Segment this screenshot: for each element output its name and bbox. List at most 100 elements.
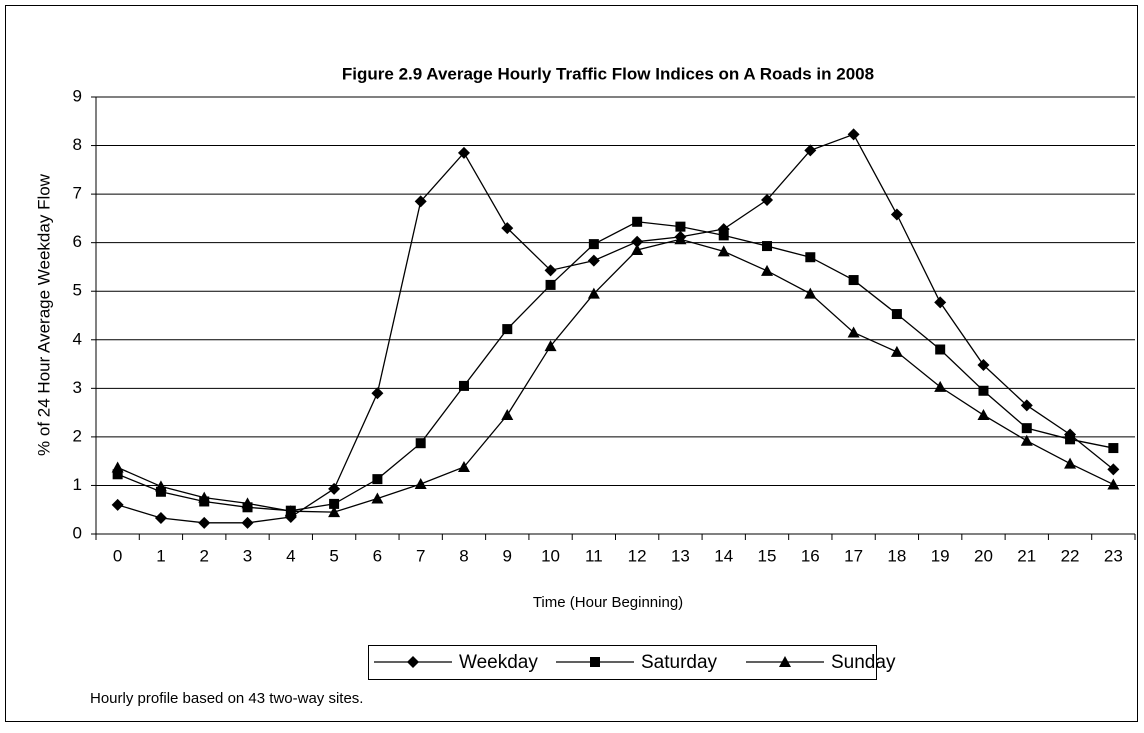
data-point [241, 497, 254, 509]
x-tick-label: 18 [887, 546, 906, 565]
data-point [1020, 399, 1033, 412]
x-tick-label: 4 [286, 546, 295, 565]
data-point [718, 230, 729, 241]
data-point [372, 474, 383, 485]
x-tick-label: 1 [156, 546, 165, 565]
x-tick-label: 2 [199, 546, 208, 565]
data-point [501, 409, 514, 421]
x-tick-label: 21 [1017, 546, 1036, 565]
y-tick-label: 5 [73, 281, 82, 300]
data-point [415, 438, 426, 449]
y-tick-label: 2 [73, 426, 82, 445]
y-tick-label: 1 [73, 475, 82, 494]
data-point [458, 380, 469, 391]
data-point [544, 264, 557, 277]
data-point [198, 516, 211, 529]
data-point [935, 344, 946, 355]
data-point [631, 235, 644, 248]
data-point [934, 380, 947, 392]
x-tick-label: 6 [373, 546, 382, 565]
x-tick-label: 8 [459, 546, 468, 565]
data-point [502, 324, 513, 335]
data-point [805, 252, 816, 263]
data-point [198, 491, 211, 503]
data-point [891, 309, 902, 320]
data-point [847, 326, 860, 338]
chart-title: Figure 2.9 Average Hourly Traffic Flow I… [342, 64, 874, 83]
data-point [328, 506, 341, 518]
data-point [717, 245, 730, 257]
x-tick-label: 11 [585, 546, 603, 565]
data-point [457, 146, 470, 159]
data-point [284, 505, 297, 517]
data-point [977, 359, 990, 372]
data-point [1065, 434, 1076, 445]
x-tick-label: 3 [243, 546, 252, 565]
x-tick-label: 20 [974, 546, 993, 565]
y-tick-label: 9 [73, 86, 82, 105]
legend-label: Weekday [459, 652, 538, 673]
x-tick-label: 17 [844, 546, 863, 565]
x-tick-label: 23 [1104, 546, 1123, 565]
y-tick-label: 4 [73, 329, 82, 348]
chart-border [5, 5, 1138, 722]
data-point [804, 144, 817, 157]
x-tick-label: 14 [714, 546, 733, 565]
y-tick-label: 8 [73, 135, 82, 154]
data-point [890, 208, 903, 221]
data-point [457, 460, 470, 472]
data-point [848, 275, 859, 286]
data-point [371, 387, 384, 400]
data-point [977, 409, 990, 421]
data-point [631, 243, 644, 255]
legend-marker [407, 656, 419, 668]
data-point [414, 477, 427, 489]
data-point [804, 287, 817, 299]
x-tick-label: 10 [541, 546, 560, 565]
data-point [587, 287, 600, 299]
data-point [934, 296, 947, 309]
data-point [675, 221, 686, 232]
data-point [545, 279, 556, 290]
data-point [890, 345, 903, 357]
x-tick-label: 9 [503, 546, 512, 565]
y-tick-label: 7 [73, 184, 82, 203]
data-point [154, 480, 167, 492]
data-point [1107, 478, 1120, 490]
data-point [1107, 463, 1120, 476]
legend-label: Saturday [641, 652, 718, 673]
data-point [632, 216, 643, 227]
x-tick-label: 12 [628, 546, 647, 565]
data-point [111, 498, 124, 511]
y-tick-label: 6 [73, 232, 82, 251]
data-point [762, 241, 773, 252]
data-point [1020, 434, 1033, 446]
data-point [154, 511, 167, 524]
data-point [978, 385, 989, 396]
x-tick-label: 19 [931, 546, 950, 565]
data-point [371, 492, 384, 504]
data-point [328, 482, 341, 495]
x-tick-label: 7 [416, 546, 425, 565]
data-point [155, 486, 166, 497]
legend-marker [779, 656, 791, 667]
x-tick-label: 5 [329, 546, 338, 565]
data-point [329, 498, 340, 509]
data-point [1021, 423, 1032, 434]
data-point [1064, 457, 1077, 469]
footnote: Hourly profile based on 43 two-way sites… [90, 690, 363, 707]
x-tick-label: 16 [801, 546, 820, 565]
data-point [587, 254, 600, 267]
data-point [674, 233, 687, 245]
data-point [1108, 443, 1119, 454]
x-tick-label: 0 [113, 546, 122, 565]
data-point [761, 193, 774, 206]
data-point [414, 195, 427, 208]
data-point [112, 469, 123, 480]
data-point [847, 128, 860, 141]
data-point [241, 516, 254, 529]
x-tick-label: 15 [758, 546, 777, 565]
y-axis-label: % of 24 Hour Average Weekday Flow [34, 173, 53, 456]
data-point [111, 461, 124, 473]
